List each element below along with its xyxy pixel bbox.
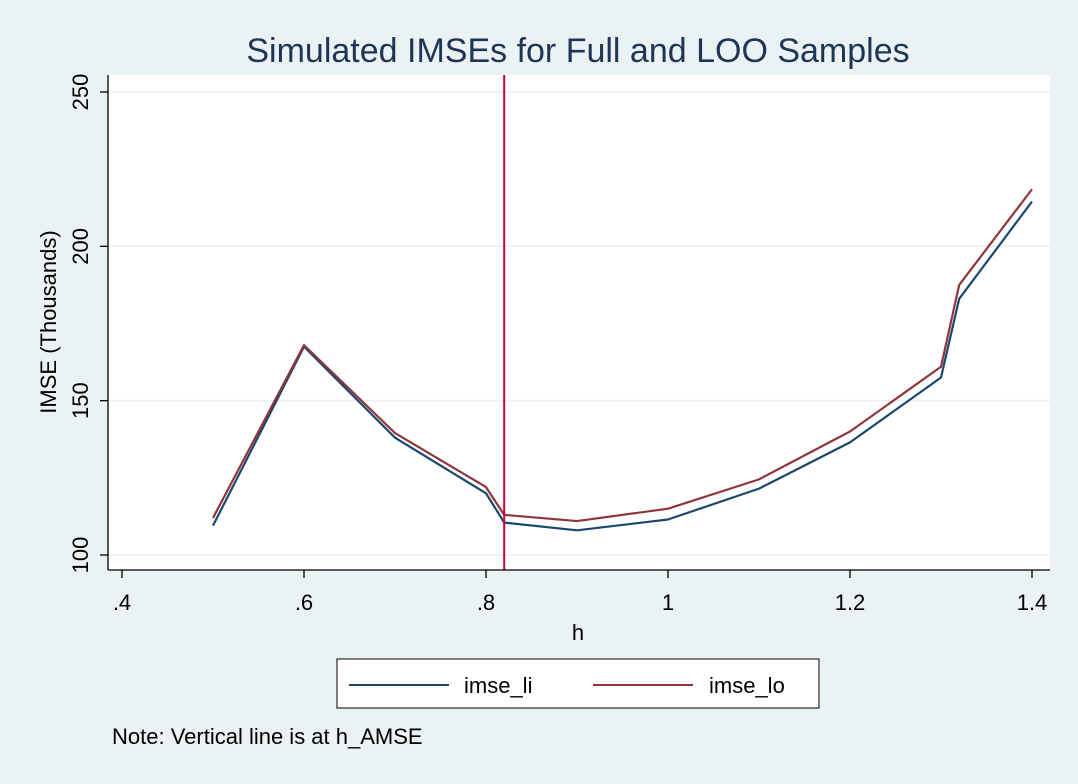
x-tick-label-1.2: 1.2	[835, 590, 866, 615]
y-tick-label-100: 100	[68, 537, 93, 574]
x-tick-label-.4: .4	[113, 590, 131, 615]
series-line-imse-li	[212, 200, 1033, 532]
y-ticks: 100 150 200 250	[68, 74, 108, 574]
x-axis-title: h	[572, 620, 584, 645]
x-tick-label-1: 1	[662, 590, 674, 615]
x-tick-label-.8: .8	[477, 590, 495, 615]
legend: imse_li imse_lo	[336, 658, 820, 709]
chart-note: Note: Vertical line is at h_AMSE	[112, 724, 423, 749]
x-ticks: .4 .6 .8 1 1.2 1.4	[113, 570, 1047, 615]
legend-label-imse-li: imse_li	[464, 673, 532, 698]
x-tick-label-.6: .6	[295, 590, 313, 615]
legend-box	[336, 658, 820, 709]
series-line-imse-lo	[212, 188, 1033, 523]
chart-title: Simulated IMSEs for Full and LOO Samples	[246, 32, 909, 70]
y-tick-label-150: 150	[68, 382, 93, 419]
series-layer	[212, 188, 1033, 532]
y-axis-title: IMSE (Thousands)	[36, 230, 61, 413]
plot-area	[108, 75, 1050, 570]
legend-label-imse-lo: imse_lo	[709, 673, 785, 698]
x-tick-label-1.4: 1.4	[1017, 590, 1048, 615]
y-tick-label-200: 200	[68, 228, 93, 265]
y-tick-label-250: 250	[68, 74, 93, 111]
